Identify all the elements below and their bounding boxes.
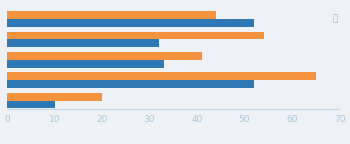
Bar [7,101,55,108]
Bar [7,93,102,101]
Bar [7,60,164,68]
Bar [7,11,216,19]
Bar [7,52,202,60]
Bar [7,72,316,80]
Bar [7,80,254,88]
Bar [7,19,254,27]
Bar [7,32,264,39]
Bar [7,39,159,47]
Text: ⎙: ⎙ [332,14,338,23]
